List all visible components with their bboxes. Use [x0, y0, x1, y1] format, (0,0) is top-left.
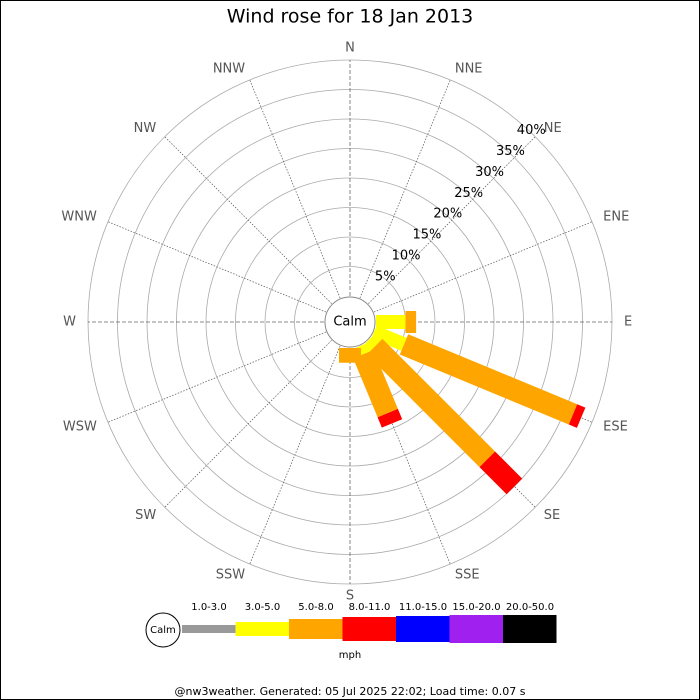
legend-swatch — [503, 615, 557, 643]
direction-label: NW — [134, 121, 157, 136]
wind-bar — [405, 311, 417, 333]
direction-label: ENE — [603, 210, 629, 225]
legend-swatch — [342, 617, 396, 641]
spoke — [249, 345, 341, 565]
wind-bar — [376, 315, 406, 329]
r-tick-label: 35% — [496, 144, 525, 159]
spoke — [249, 79, 341, 299]
direction-label: S — [346, 589, 354, 604]
direction-label: NE — [544, 121, 562, 136]
wind-bar — [568, 404, 586, 428]
legend-swatch — [396, 616, 450, 642]
calm-circle — [324, 296, 376, 348]
wind-bar — [377, 408, 403, 428]
footer: @nw3weather. Generated: 05 Jul 2025 22:0… — [175, 685, 526, 698]
legend-label: 11.0-15.0 — [399, 602, 447, 613]
wind-bar — [339, 348, 361, 363]
direction-label: ESE — [603, 419, 628, 434]
legend-unit: mph — [339, 650, 361, 661]
legend-swatch — [289, 619, 343, 639]
legend-label: 5.0-8.0 — [298, 602, 333, 613]
chart-title: Wind rose for 18 Jan 2013 — [227, 6, 474, 28]
direction-label: NNW — [213, 61, 245, 76]
legend-calm — [145, 612, 181, 648]
legend-label: 8.0-11.0 — [349, 602, 391, 613]
r-tick-label: 40% — [517, 123, 546, 138]
wind-bar — [366, 338, 496, 468]
direction-label: WNW — [61, 210, 97, 225]
legend-label: 15.0-20.0 — [452, 602, 500, 613]
direction-label: WSW — [63, 419, 97, 434]
spoke — [164, 340, 332, 508]
legend-swatch — [449, 615, 503, 643]
legend-swatch — [182, 625, 236, 633]
wind-bar — [479, 451, 523, 495]
r-tick-label: 10% — [392, 248, 421, 263]
calm-label: Calm — [333, 315, 366, 330]
spoke — [359, 79, 451, 299]
wind-bar — [371, 325, 407, 351]
r-tick-label: 25% — [454, 186, 483, 201]
grid-ring — [235, 207, 465, 437]
grid-ring — [264, 236, 436, 408]
legend-calm-label: Calm — [150, 625, 176, 636]
direction-label: NNE — [455, 61, 483, 76]
direction-label: SSE — [455, 568, 480, 583]
wind-bar — [353, 350, 398, 418]
spoke — [107, 221, 327, 313]
spoke — [164, 136, 332, 304]
direction-label: N — [345, 41, 355, 56]
legend-label: 20.0-50.0 — [506, 602, 554, 613]
spoke — [107, 331, 327, 423]
direction-label: SW — [135, 508, 156, 523]
wind-bar — [399, 334, 578, 425]
spoke — [373, 221, 593, 313]
spoke — [368, 136, 536, 304]
legend-swatch — [235, 622, 289, 636]
direction-label: E — [624, 315, 632, 330]
direction-label: SSW — [216, 568, 246, 583]
r-tick-label: 5% — [375, 269, 396, 284]
r-tick-label: 30% — [475, 165, 504, 180]
direction-label: SE — [544, 508, 560, 523]
legend-label: 3.0-5.0 — [245, 602, 280, 613]
legend-label: 1.0-3.0 — [191, 602, 226, 613]
r-tick-label: 20% — [433, 207, 462, 222]
r-tick-label: 15% — [413, 228, 442, 243]
direction-label: W — [63, 315, 76, 330]
